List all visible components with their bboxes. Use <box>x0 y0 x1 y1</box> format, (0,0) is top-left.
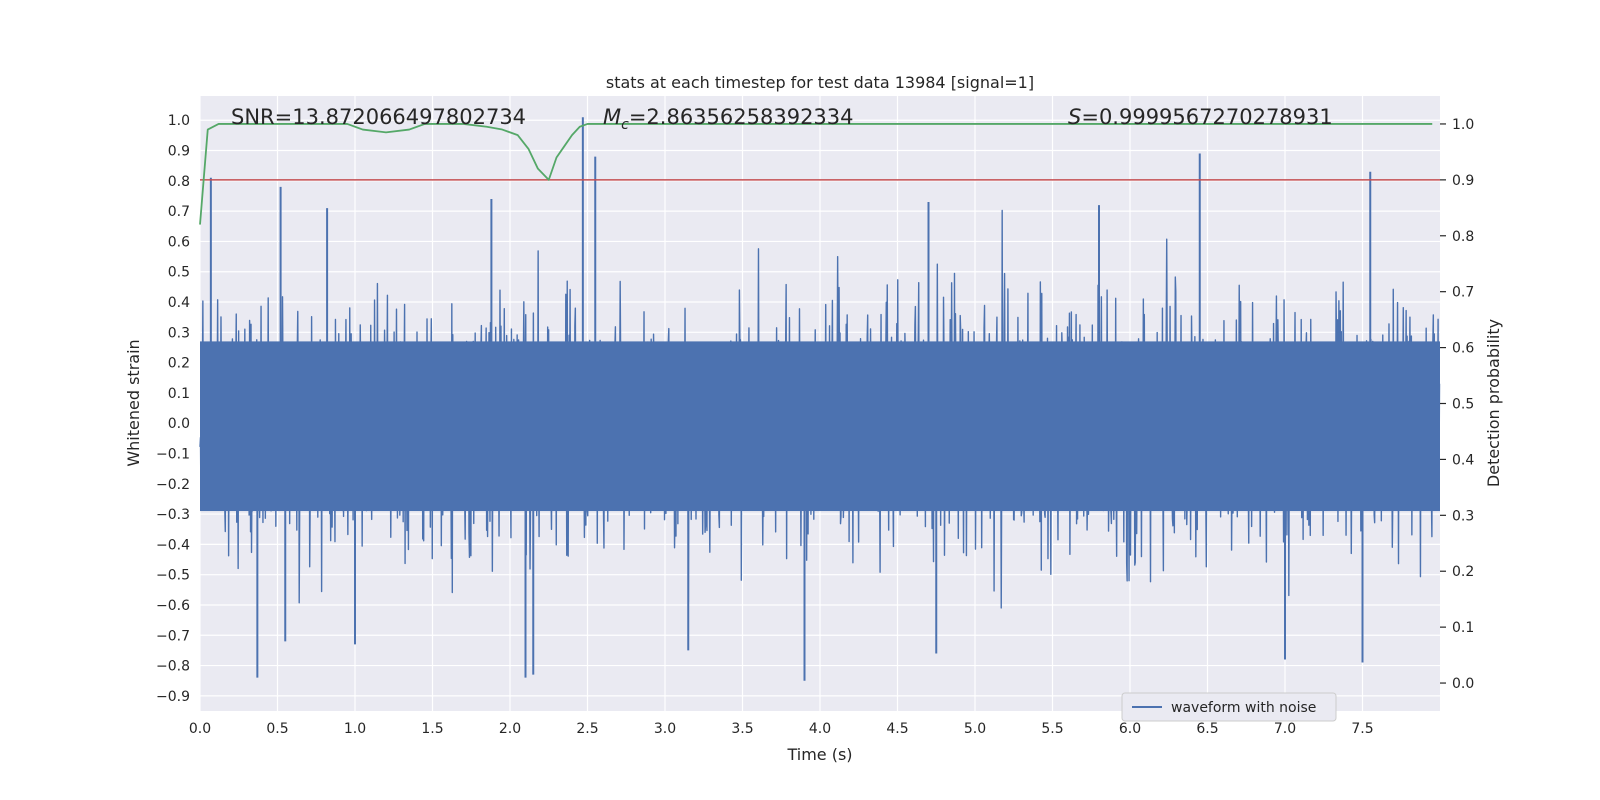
x-tick-label: 0.5 <box>266 721 288 737</box>
y-tick-label-right: 0.2 <box>1452 564 1474 580</box>
x-tick-label: 7.0 <box>1274 721 1296 737</box>
y-tick-label-right: 0.9 <box>1452 173 1474 189</box>
chart-title: stats at each timestep for test data 139… <box>606 73 1034 92</box>
y-tick-label-right: 0.6 <box>1452 341 1474 357</box>
x-tick-label: 1.5 <box>421 721 443 737</box>
y-tick-label-left: 0.5 <box>168 265 190 281</box>
y-tick-label-left: 0.8 <box>168 174 190 190</box>
x-tick-label: 2.0 <box>499 721 521 737</box>
x-tick-label: 7.5 <box>1351 721 1373 737</box>
chirp-mass-subscript: c <box>621 117 629 133</box>
y-tick-label-left: 0.9 <box>168 144 190 160</box>
x-tick-label: 5.5 <box>1041 721 1063 737</box>
y-tick-label-left: −0.9 <box>156 689 190 705</box>
left-axis-ticks: −0.9 −0.8 −0.7 −0.6 −0.5 −0.4 −0.3 −0.2 −0.1 0.0 0… <box>156 113 190 705</box>
score-value: =0.9999567270278931 <box>1081 105 1332 129</box>
x-axis-label: Time (s) <box>786 745 852 764</box>
x-tick-label: 1.0 <box>344 721 366 737</box>
y-tick-label-right: 0.5 <box>1452 397 1474 413</box>
probability-overlay <box>199 123 1440 225</box>
legend-box <box>1121 692 1337 722</box>
score-annotation: S=0.9999567270278931 <box>1068 105 1333 129</box>
y-tick-label-right: 0.1 <box>1452 620 1474 636</box>
y-tick-label-left: −0.6 <box>156 598 190 614</box>
snr-annotation: SNR=13.872066497802734 <box>231 105 526 129</box>
score-symbol: S <box>1068 105 1081 129</box>
y-tick-label-left: −0.1 <box>156 446 190 462</box>
y-tick-label-left: −0.7 <box>156 628 190 644</box>
waveform-dense-band <box>200 341 1440 512</box>
x-tick-label: 2.5 <box>576 721 598 737</box>
y-tick-label-left: 0.7 <box>168 204 190 220</box>
legend: waveform with noise <box>1121 692 1337 722</box>
legend-label: waveform with noise <box>1171 700 1316 716</box>
x-axis-ticks: 0.0 0.5 1.0 1.5 2.0 2.5 3.0 3.5 4.0 4.5 5.0 5.5 6.0 6… <box>189 721 1374 737</box>
y-tick-label-left: 0.6 <box>168 234 190 250</box>
probability-line <box>199 123 1433 225</box>
y-tick-label-left: 0.0 <box>168 416 190 432</box>
chirp-mass-value: =2.86356258392334 <box>629 105 854 129</box>
y-tick-label-left: −0.5 <box>156 568 190 584</box>
x-tick-label: 3.0 <box>654 721 676 737</box>
x-tick-label: 6.0 <box>1119 721 1141 737</box>
x-tick-label: 0.0 <box>189 721 211 737</box>
y-tick-label-right: 0.4 <box>1452 452 1474 468</box>
y-tick-label-left: −0.8 <box>156 659 190 675</box>
waveform-series <box>199 117 1441 681</box>
chirp-mass-symbol: M <box>603 105 621 129</box>
y-tick-label-left: 0.2 <box>168 356 190 372</box>
y-tick-label-right: 0.8 <box>1452 229 1474 245</box>
y-tick-label-right: 0.3 <box>1452 508 1474 524</box>
y-axis-label-left: Whitened strain <box>124 339 143 466</box>
right-axis-ticks: 0.0 0.1 0.2 0.3 0.4 0.5 0.6 0.7 0.8 0.9 1.0 <box>1440 117 1474 692</box>
x-tick-label: 6.5 <box>1196 721 1218 737</box>
y-tick-label-left: −0.2 <box>156 477 190 493</box>
y-tick-label-left: −0.4 <box>156 537 190 553</box>
y-tick-label-left: 1.0 <box>168 113 190 129</box>
y-tick-label-left: 0.1 <box>168 386 190 402</box>
y-tick-label-right: 0.7 <box>1452 285 1474 301</box>
y-axis-label-right: Detection probability <box>1484 319 1503 487</box>
chirp-mass-annotation: Mc=2.86356258392334 <box>603 105 854 133</box>
x-tick-label: 3.5 <box>731 721 753 737</box>
y-tick-label-left: 0.4 <box>168 295 190 311</box>
x-tick-label: 4.5 <box>886 721 908 737</box>
x-tick-label: 4.0 <box>809 721 831 737</box>
y-tick-label-right: 1.0 <box>1452 117 1474 133</box>
y-tick-label-left: −0.3 <box>156 507 190 523</box>
x-tick-label: 5.0 <box>964 721 986 737</box>
y-tick-label-left: 0.3 <box>168 325 190 341</box>
y-tick-label-right: 0.0 <box>1452 676 1474 692</box>
